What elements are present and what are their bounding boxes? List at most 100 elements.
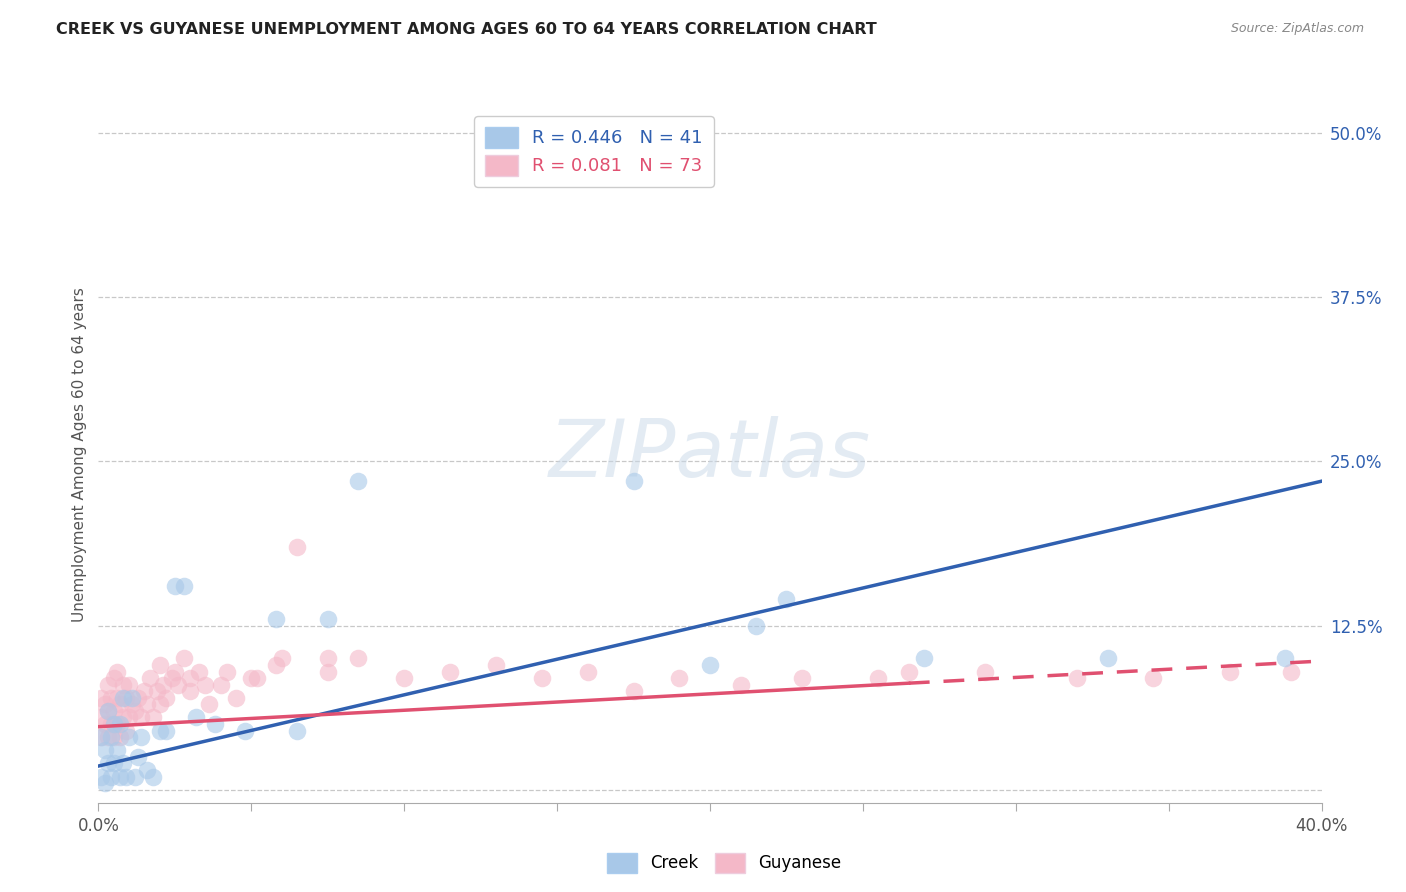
Point	[155, 690, 177, 705]
Point	[97, 756, 120, 771]
Point	[1219, 665, 1241, 679]
Point	[868, 671, 890, 685]
Point	[108, 730, 131, 744]
Point	[145, 684, 167, 698]
Point	[173, 579, 195, 593]
Point	[134, 684, 156, 698]
Point	[160, 671, 183, 685]
Point	[97, 678, 120, 692]
Point	[668, 671, 690, 685]
Point	[576, 665, 599, 679]
Point	[316, 612, 339, 626]
Point	[124, 704, 146, 718]
Point	[240, 671, 263, 685]
Point	[105, 665, 128, 679]
Point	[142, 770, 165, 784]
Point	[118, 730, 141, 744]
Point	[111, 678, 134, 692]
Point	[90, 770, 112, 784]
Point	[105, 743, 128, 757]
Point	[90, 730, 112, 744]
Point	[136, 763, 159, 777]
Point	[974, 665, 997, 679]
Point	[127, 690, 149, 705]
Point	[194, 678, 217, 692]
Y-axis label: Unemployment Among Ages 60 to 64 years: Unemployment Among Ages 60 to 64 years	[72, 287, 87, 623]
Point	[270, 651, 292, 665]
Point	[118, 710, 141, 724]
Point	[163, 579, 186, 593]
Point	[108, 698, 131, 712]
Point	[186, 710, 208, 724]
Point	[103, 756, 125, 771]
Point	[97, 704, 120, 718]
Point	[188, 665, 211, 679]
Point	[530, 671, 553, 685]
Point	[100, 770, 122, 784]
Point	[285, 723, 308, 738]
Point	[121, 698, 143, 712]
Point	[1274, 651, 1296, 665]
Point	[1279, 665, 1302, 679]
Point	[149, 657, 172, 672]
Point	[136, 698, 159, 712]
Point	[105, 717, 128, 731]
Point	[730, 678, 752, 692]
Point	[347, 651, 370, 665]
Point	[204, 717, 226, 731]
Point	[790, 671, 813, 685]
Point	[100, 730, 122, 744]
Point	[152, 678, 174, 692]
Point	[93, 776, 115, 790]
Point	[316, 651, 339, 665]
Point	[225, 690, 247, 705]
Point	[97, 730, 120, 744]
Legend: Creek, Guyanese: Creek, Guyanese	[600, 847, 848, 880]
Point	[439, 665, 461, 679]
Point	[149, 698, 172, 712]
Point	[1142, 671, 1164, 685]
Point	[93, 717, 115, 731]
Point	[163, 665, 186, 679]
Point	[179, 671, 201, 685]
Text: ZIPatlas: ZIPatlas	[548, 416, 872, 494]
Point	[142, 710, 165, 724]
Point	[111, 710, 134, 724]
Point	[233, 723, 256, 738]
Point	[93, 743, 115, 757]
Point	[124, 770, 146, 784]
Point	[111, 756, 134, 771]
Point	[129, 710, 152, 724]
Point	[347, 474, 370, 488]
Point	[100, 717, 122, 731]
Point	[173, 651, 195, 665]
Point	[103, 730, 125, 744]
Point	[100, 690, 122, 705]
Point	[912, 651, 935, 665]
Point	[93, 698, 115, 712]
Point	[121, 690, 143, 705]
Legend: R = 0.446   N = 41, R = 0.081   N = 73: R = 0.446 N = 41, R = 0.081 N = 73	[474, 116, 713, 186]
Point	[775, 592, 797, 607]
Point	[246, 671, 269, 685]
Point	[179, 684, 201, 698]
Point	[108, 717, 131, 731]
Point	[264, 657, 287, 672]
Point	[127, 749, 149, 764]
Point	[105, 690, 128, 705]
Point	[209, 678, 232, 692]
Point	[167, 678, 190, 692]
Point	[623, 474, 645, 488]
Point	[103, 704, 125, 718]
Point	[699, 657, 721, 672]
Point	[139, 671, 162, 685]
Point	[215, 665, 238, 679]
Point	[103, 671, 125, 685]
Point	[115, 770, 138, 784]
Point	[264, 612, 287, 626]
Point	[90, 690, 112, 705]
Point	[285, 540, 308, 554]
Point	[623, 684, 645, 698]
Point	[115, 723, 138, 738]
Point	[197, 698, 219, 712]
